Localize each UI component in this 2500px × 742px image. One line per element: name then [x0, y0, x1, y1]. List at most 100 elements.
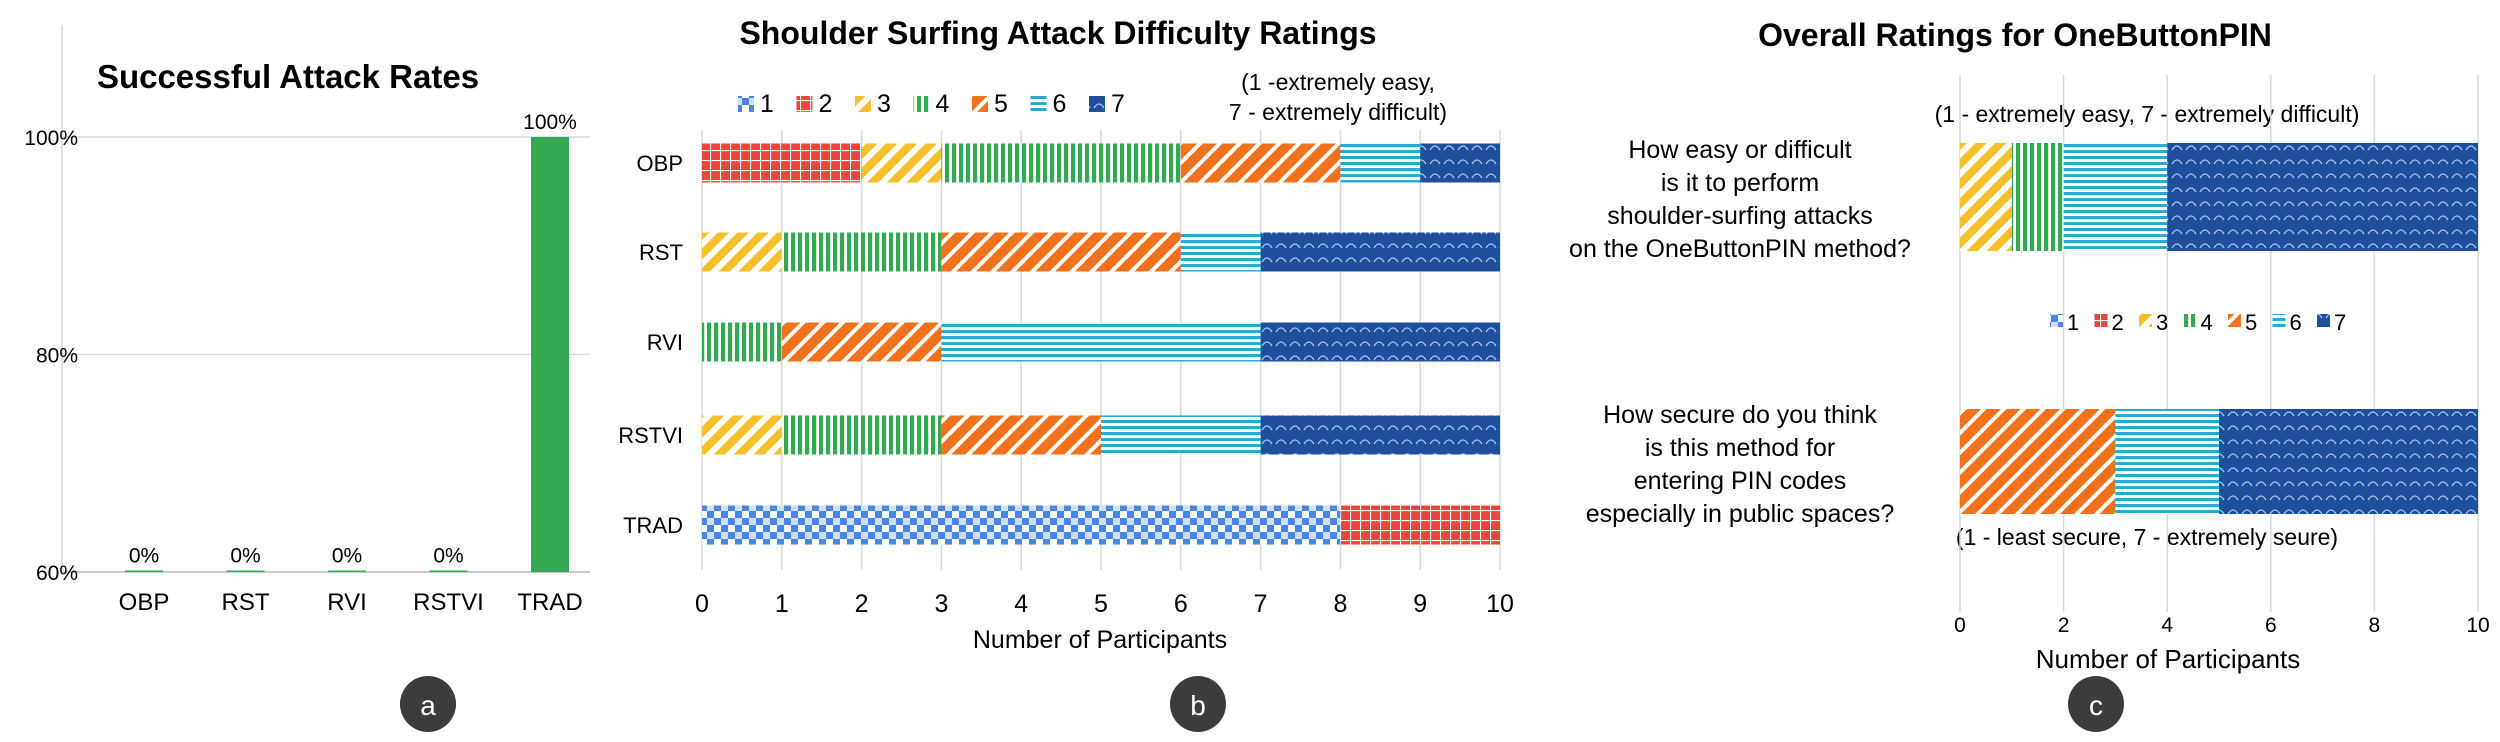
data-label-rst: 0%: [230, 545, 260, 568]
y-category-obp: OBP: [637, 151, 683, 176]
x-tick-label: 7: [1254, 590, 1268, 618]
chart-c-xlabel: Number of Participants: [2036, 644, 2300, 674]
bar-obp-rating-7: [1420, 143, 1500, 183]
question-1-line-3: shoulder-surfing attacks: [1607, 202, 1872, 230]
chart-c-questions: How easy or difficult is it to perform sho…: [1569, 136, 1911, 528]
legend-swatch-3: [855, 96, 871, 112]
legend-label-1: 1: [2067, 310, 2079, 335]
badge-c-label: c: [2089, 690, 2103, 721]
bar-trad-rating-1: [702, 505, 1341, 545]
x-tick-obp: OBP: [119, 589, 170, 616]
bar-rst-rating-6: [1180, 232, 1261, 272]
bar-trad: [531, 137, 569, 572]
x-tick-label: 0: [1954, 614, 1966, 637]
bar-obp-rating-3: [861, 143, 942, 183]
x-tick-label: 0: [695, 590, 709, 618]
x-tick-label: 5: [1094, 590, 1108, 618]
chart-c-legend: 1 2 3 4 5 6 7: [2050, 310, 2346, 335]
legend-label-2: 2: [819, 90, 833, 118]
question-1-line-2: is it to perform: [1661, 169, 1819, 197]
legend-swatch-3: [2139, 314, 2152, 327]
data-label-rvi: 0%: [332, 545, 362, 568]
legend-label-5: 5: [2245, 310, 2257, 335]
chart-b-legend: 1 2 3 4 5 6 7: [738, 90, 1125, 118]
badge-a-label: a: [420, 690, 436, 721]
badge-c: c: [2068, 676, 2124, 732]
bar-rvi: [328, 570, 366, 572]
question-1-line-4: on the OneButtonPIN method?: [1569, 235, 1911, 263]
legend-label-4: 4: [2201, 310, 2213, 335]
legend-label-3: 3: [877, 90, 891, 118]
bar-rstvi-rating-5: [941, 415, 1101, 455]
bar-rst-rating-4: [781, 232, 942, 272]
x-tick-label: 6: [2265, 614, 2277, 637]
legend-swatch-6: [2272, 314, 2286, 327]
legend-label-5: 5: [994, 90, 1008, 118]
x-tick-rst: RST: [222, 589, 270, 616]
legend-label-6: 6: [1053, 90, 1067, 118]
chart-b-title: Shoulder Surfing Attack Difficulty Ratin…: [739, 15, 1376, 51]
bar-question-1-rating-6: [2063, 143, 2168, 251]
chart-c-bars: [1960, 143, 2478, 514]
data-label-rstvi: 0%: [433, 545, 463, 568]
question-2-line-1: How secure do you think: [1603, 401, 1877, 429]
chart-c-x-axis: 0 2 4 6 8 10: [1954, 614, 2490, 637]
bar-question-1-rating-7: [2167, 143, 2478, 251]
legend-label-7: 7: [2334, 310, 2346, 335]
legend-label-7: 7: [1111, 90, 1125, 118]
bar-question-1-rating-4: [2011, 143, 2064, 251]
x-tick-rstvi: RSTVI: [413, 589, 484, 616]
badge-b-label: b: [1190, 690, 1206, 721]
bar-rst-rating-7: [1260, 232, 1500, 272]
chart-a-bars: [125, 137, 569, 572]
x-tick-label: 4: [2161, 614, 2173, 637]
bar-rst-rating-5: [941, 232, 1181, 272]
chart-b-bars: [702, 143, 1500, 545]
bar-question-2-rating-6: [2115, 409, 2219, 514]
bar-rvi-rating-4: [702, 322, 782, 362]
x-tick-label: 2: [855, 590, 869, 618]
y-tick-label: 100%: [24, 127, 78, 150]
x-tick-label: 2: [2058, 614, 2070, 637]
legend-label-3: 3: [2156, 310, 2168, 335]
y-tick-label: 80%: [36, 345, 78, 368]
panel-c-overall-ratings: Overall Ratings for OneButtonPIN (1 - ex…: [1569, 17, 2490, 732]
legend-swatch-7: [2317, 314, 2330, 327]
legend-swatch-4: [913, 96, 930, 112]
data-label-trad: 100%: [523, 111, 577, 134]
legend-swatch-2: [2094, 314, 2108, 327]
bar-obp-rating-2: [702, 143, 862, 183]
badge-b: b: [1170, 676, 1226, 732]
question-2-line-2: is this method for: [1645, 434, 1835, 462]
chart-a-data-labels: 0% 0% 0% 0% 100%: [129, 111, 577, 568]
y-category-trad: TRAD: [623, 513, 683, 538]
y-category-rstvi: RSTVI: [618, 423, 683, 448]
bar-rstvi-rating-3: [702, 415, 782, 455]
chart-a-gridlines: [61, 25, 590, 573]
bar-question-2-rating-7: [2219, 409, 2478, 514]
bar-rst-rating-3: [702, 232, 782, 272]
chart-b-scale-note-line2: 7 - extremely difficult): [1229, 99, 1447, 125]
legend-swatch-7: [1089, 96, 1105, 112]
bar-obp-rating-4: [941, 143, 1181, 183]
chart-b-y-axis: OBP RST RVI RSTVI TRAD: [618, 151, 683, 538]
x-tick-label: 1: [775, 590, 789, 618]
data-label-obp: 0%: [129, 545, 159, 568]
bar-rvi-rating-5: [781, 322, 942, 362]
bar-rstvi: [429, 570, 468, 572]
bar-rvi-rating-7: [1260, 322, 1500, 362]
question-2-line-3: entering PIN codes: [1634, 467, 1847, 495]
legend-swatch-6: [1030, 96, 1047, 112]
chart-c-scale-note-q2: (1 - least secure, 7 - extremely seure): [1956, 524, 2338, 550]
bar-trad-rating-2: [1340, 505, 1500, 545]
chart-a-y-axis: 60% 80% 100%: [24, 127, 78, 585]
panel-a-attack-rates: Successful Attack Rates 60%80%100% 0% 0% 0…: [24, 25, 590, 732]
y-tick-label: 60%: [36, 562, 78, 585]
x-tick-label: 8: [2369, 614, 2381, 637]
bar-rvi-rating-6: [941, 322, 1261, 362]
legend-swatch-4: [2183, 314, 2197, 327]
panel-b-difficulty-ratings: Shoulder Surfing Attack Difficulty Ratin…: [618, 15, 1514, 732]
chart-b-xlabel: Number of Participants: [973, 626, 1227, 654]
x-tick-label: 9: [1413, 590, 1427, 618]
bar-rstvi-rating-7: [1260, 415, 1500, 455]
